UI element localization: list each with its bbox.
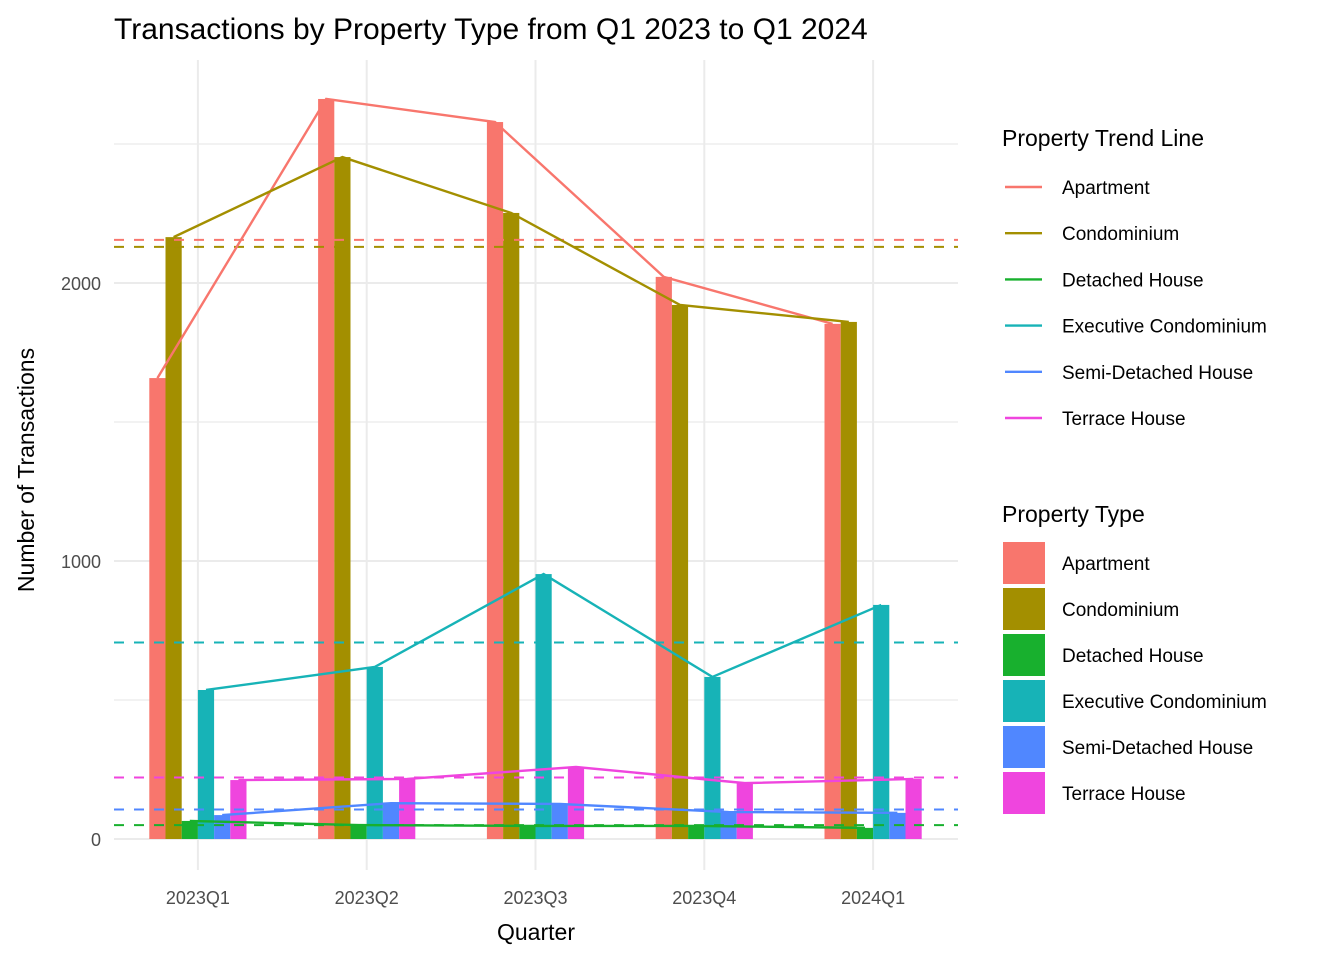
bar-executive-condominium bbox=[873, 604, 890, 839]
bars bbox=[149, 98, 922, 840]
y-axis-title: Number of Transactions bbox=[13, 348, 39, 592]
legend-fill-swatch bbox=[1003, 726, 1045, 768]
bar-apartment bbox=[824, 323, 841, 840]
bar-apartment bbox=[318, 98, 335, 840]
bar-detached-house bbox=[856, 827, 874, 839]
bar-condominium bbox=[503, 212, 520, 840]
bar-terrace-house bbox=[905, 778, 922, 839]
legend-fill-swatch bbox=[1003, 588, 1045, 630]
bar-executive-condominium bbox=[366, 666, 383, 839]
x-tick-label: 2023Q1 bbox=[166, 888, 230, 908]
trend-line-terrace-house bbox=[238, 765, 914, 785]
trend-line-executive-condominium bbox=[205, 572, 882, 692]
bar-detached-house bbox=[181, 820, 198, 839]
bar-semi-detached-house bbox=[382, 803, 400, 839]
legend-label: Semi-Detached House bbox=[1062, 363, 1253, 384]
x-tick-label: 2023Q4 bbox=[672, 888, 736, 908]
legend-label: Condominium bbox=[1062, 600, 1179, 621]
legend-property-type: Property Type Apartment Condominium Detache… bbox=[1002, 501, 1267, 814]
bar-detached-house bbox=[350, 825, 367, 839]
legend-label: Semi-Detached House bbox=[1062, 738, 1253, 759]
legend-fill-swatch bbox=[1003, 542, 1045, 584]
bar-terrace-house bbox=[399, 778, 416, 839]
legend-label: Apartment bbox=[1062, 554, 1150, 575]
x-tick-label: 2023Q3 bbox=[503, 888, 567, 908]
bar-executive-condominium bbox=[704, 676, 721, 839]
y-tick-label: 0 bbox=[91, 830, 101, 850]
bar-apartment bbox=[486, 122, 504, 839]
legend-label: Executive Condominium bbox=[1062, 317, 1267, 338]
legend-fill-swatch bbox=[1003, 634, 1045, 676]
x-axis-title: Quarter bbox=[497, 919, 575, 945]
legend-label: Detached House bbox=[1062, 646, 1204, 667]
legend-title: Property Trend Line bbox=[1002, 125, 1204, 151]
bar-terrace-house bbox=[567, 766, 585, 839]
legend-fill-swatch bbox=[1003, 772, 1045, 814]
x-axis-ticks: 2023Q1 2023Q2 2023Q3 2023Q4 2024Q1 bbox=[166, 888, 905, 908]
bar-condominium bbox=[671, 304, 689, 839]
legend-label: Apartment bbox=[1062, 178, 1150, 199]
trend-line-semi-detached-house bbox=[222, 801, 898, 817]
legend-title: Property Type bbox=[1002, 501, 1145, 527]
bar-semi-detached-house bbox=[551, 803, 568, 839]
bar-condominium bbox=[334, 157, 351, 840]
bar-condominium bbox=[165, 237, 182, 839]
chart-title: Transactions by Property Type from Q1 20… bbox=[114, 13, 868, 46]
legend-label: Executive Condominium bbox=[1062, 692, 1267, 713]
legend-label: Detached House bbox=[1062, 270, 1204, 291]
x-tick-label: 2023Q2 bbox=[335, 888, 399, 908]
bar-executive-condominium bbox=[197, 689, 215, 839]
legend-label: Terrace House bbox=[1062, 409, 1186, 430]
bar-detached-house bbox=[519, 825, 536, 839]
bar-apartment bbox=[149, 378, 166, 839]
trend-line-detached-house bbox=[189, 819, 866, 830]
legend-label: Condominium bbox=[1062, 224, 1179, 245]
x-tick-label: 2024Q1 bbox=[841, 888, 905, 908]
y-axis-ticks: 0 1000 2000 bbox=[61, 274, 101, 850]
y-tick-label: 1000 bbox=[61, 552, 101, 572]
trend-line-condominium bbox=[173, 155, 849, 324]
mean-lines bbox=[114, 238, 958, 827]
y-tick-label: 2000 bbox=[61, 274, 101, 294]
legend-label: Terrace House bbox=[1062, 784, 1186, 805]
legend-fill-swatch bbox=[1003, 680, 1045, 722]
bar-condominium bbox=[840, 321, 857, 839]
legend-trend-line: Property Trend Line Apartment Condominium D… bbox=[1002, 125, 1267, 430]
bar-apartment bbox=[655, 276, 672, 839]
bar-executive-condominium bbox=[535, 574, 552, 839]
bar-semi-detached-house bbox=[214, 815, 231, 839]
bar-detached-house bbox=[688, 825, 705, 839]
trend-lines bbox=[156, 97, 914, 830]
